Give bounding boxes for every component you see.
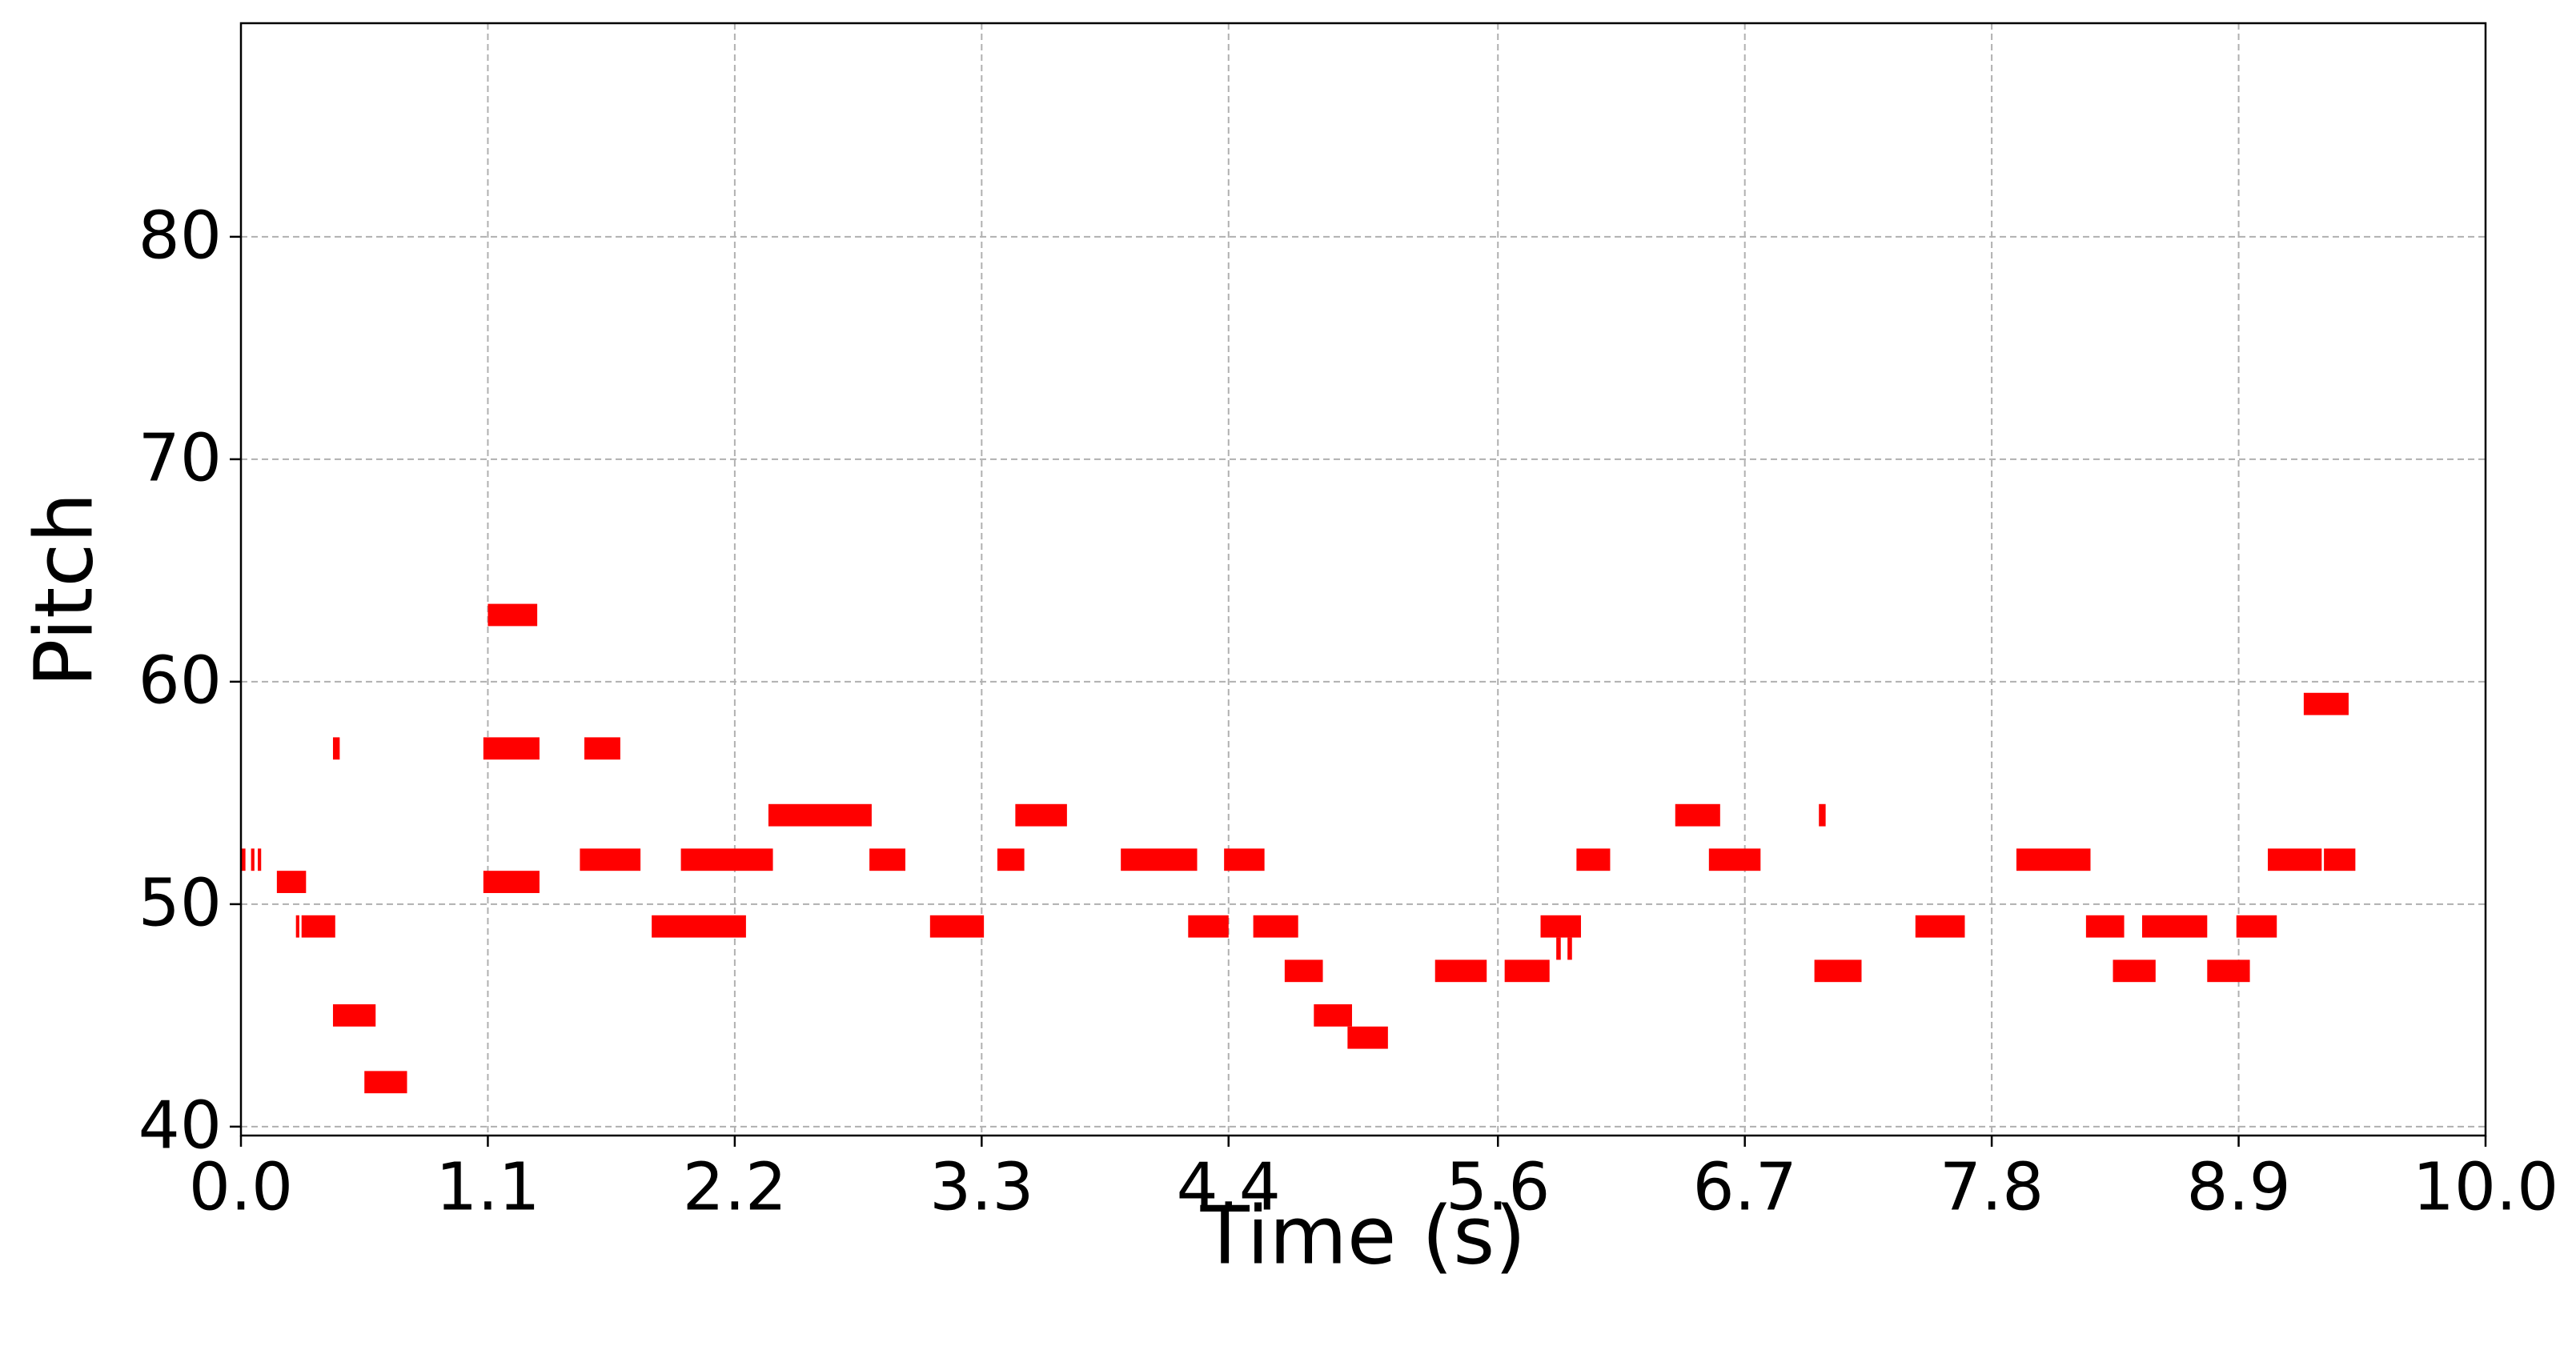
note	[364, 1071, 407, 1094]
x-tick-label: 5.6	[1446, 1149, 1550, 1225]
note	[1224, 848, 1265, 871]
note	[241, 848, 246, 871]
note	[997, 848, 1025, 871]
note	[1253, 915, 1298, 938]
note	[276, 871, 307, 893]
note	[2236, 915, 2277, 938]
note	[483, 737, 540, 760]
note	[2113, 959, 2156, 983]
x-tick-label: 3.3	[929, 1149, 1033, 1225]
note	[1567, 937, 1572, 960]
x-axis-label: Time (s)	[1200, 1188, 1527, 1282]
note	[1675, 803, 1720, 827]
note	[1556, 937, 1561, 960]
x-tick-label: 8.9	[2186, 1149, 2290, 1225]
x-tick-label: 0.0	[189, 1149, 293, 1225]
note	[1814, 959, 1862, 983]
note	[483, 871, 540, 893]
note	[488, 603, 538, 627]
note	[332, 1003, 376, 1027]
note	[2319, 848, 2322, 871]
note	[1015, 803, 1067, 827]
note	[2141, 915, 2208, 938]
note	[2085, 915, 2125, 938]
note	[580, 848, 641, 871]
x-tick-label: 6.7	[1692, 1149, 1796, 1225]
note	[1121, 848, 1198, 871]
note	[680, 848, 773, 871]
x-tick-label: 10.0	[2413, 1149, 2559, 1225]
note	[2207, 959, 2250, 983]
y-tick-label: 40	[138, 1088, 222, 1164]
x-tick-label: 2.2	[683, 1149, 787, 1225]
note	[929, 915, 985, 938]
note	[2268, 848, 2320, 871]
note	[1708, 848, 1761, 871]
note	[1504, 959, 1550, 983]
x-tick-label: 4.4	[1177, 1149, 1281, 1225]
y-tick-label: 60	[138, 643, 222, 719]
note	[768, 803, 872, 827]
note	[332, 737, 340, 760]
note	[2016, 848, 2091, 871]
note	[584, 737, 620, 760]
note	[869, 848, 905, 871]
x-tick-label: 7.8	[1940, 1149, 2044, 1225]
note	[1284, 959, 1323, 983]
y-axis-label: Pitch	[17, 492, 110, 687]
note	[652, 915, 746, 938]
y-tick-label: 50	[138, 865, 222, 941]
note	[258, 848, 262, 871]
note	[295, 915, 299, 938]
note	[1576, 848, 1611, 871]
note	[301, 915, 335, 938]
note	[1434, 959, 1487, 983]
plot-frame	[239, 22, 2487, 1137]
note	[1347, 1026, 1388, 1049]
note	[1188, 915, 1229, 938]
x-tick-label: 1.1	[435, 1149, 540, 1225]
note	[1915, 915, 1965, 938]
note	[2324, 848, 2356, 871]
y-tick-label: 80	[138, 198, 222, 274]
note	[2303, 692, 2349, 715]
note	[1314, 1003, 1352, 1027]
note	[1819, 803, 1826, 827]
note	[251, 848, 255, 871]
y-tick-label: 70	[138, 420, 222, 496]
note	[1540, 915, 1581, 938]
